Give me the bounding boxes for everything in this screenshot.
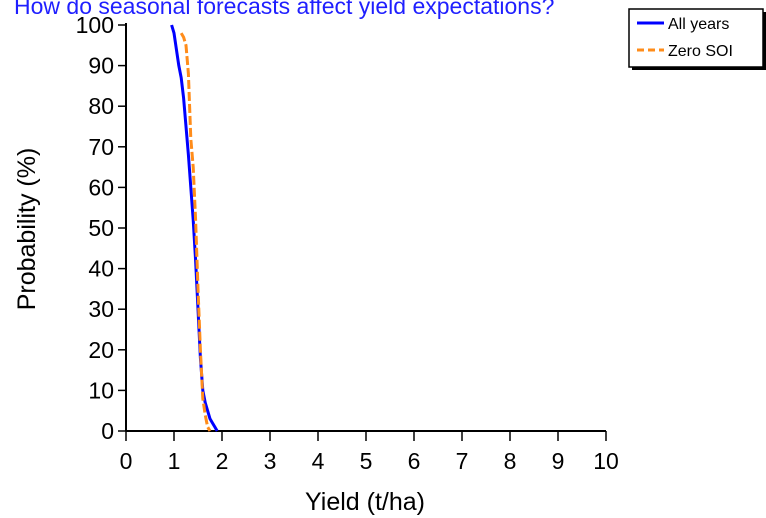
y-tick-label: 30 — [88, 296, 114, 322]
series-line-zero-soi — [179, 32, 212, 432]
x-tick-label: 5 — [360, 448, 373, 474]
x-tick-label: 8 — [504, 448, 517, 474]
y-axis-label: Probability (%) — [13, 148, 41, 311]
x-tick-label: 0 — [120, 448, 133, 474]
x-tick-label: 9 — [552, 448, 565, 474]
y-tick-label: 60 — [88, 174, 114, 200]
legend: All years Zero SOI — [628, 8, 766, 70]
x-tick-label: 4 — [312, 448, 325, 474]
x-tick-label: 3 — [264, 448, 277, 474]
y-tick-label: 80 — [88, 93, 114, 119]
legend-box — [628, 8, 764, 68]
y-tick-label: 10 — [88, 377, 114, 403]
y-tick-label: 0 — [101, 418, 114, 444]
x-tick-label: 10 — [593, 448, 619, 474]
x-tick-label: 7 — [456, 448, 469, 474]
y-tick-label: 20 — [88, 337, 114, 363]
x-tick-label: 1 — [168, 448, 181, 474]
series-line-all-years — [170, 24, 219, 432]
y-axis: 0 10 20 30 40 50 60 70 80 90 100 — [76, 12, 127, 444]
y-tick-label: 70 — [88, 134, 114, 160]
y-tick-label: 40 — [88, 256, 114, 282]
x-axis: 0 1 2 3 4 5 6 7 8 9 10 — [120, 430, 619, 474]
legend-label-zero-soi: Zero SOI — [668, 43, 733, 60]
y-tick-label: 100 — [76, 12, 114, 38]
chart-title: How do seasonal forecasts affect yield e… — [14, 0, 554, 19]
x-tick-label: 2 — [216, 448, 229, 474]
x-axis-label: Yield (t/ha) — [305, 488, 425, 516]
y-tick-label: 90 — [88, 53, 114, 79]
series-layer — [170, 24, 219, 432]
legend-label-all-years: All years — [668, 16, 729, 33]
y-tick-label: 50 — [88, 215, 114, 241]
x-tick-label: 6 — [408, 448, 421, 474]
